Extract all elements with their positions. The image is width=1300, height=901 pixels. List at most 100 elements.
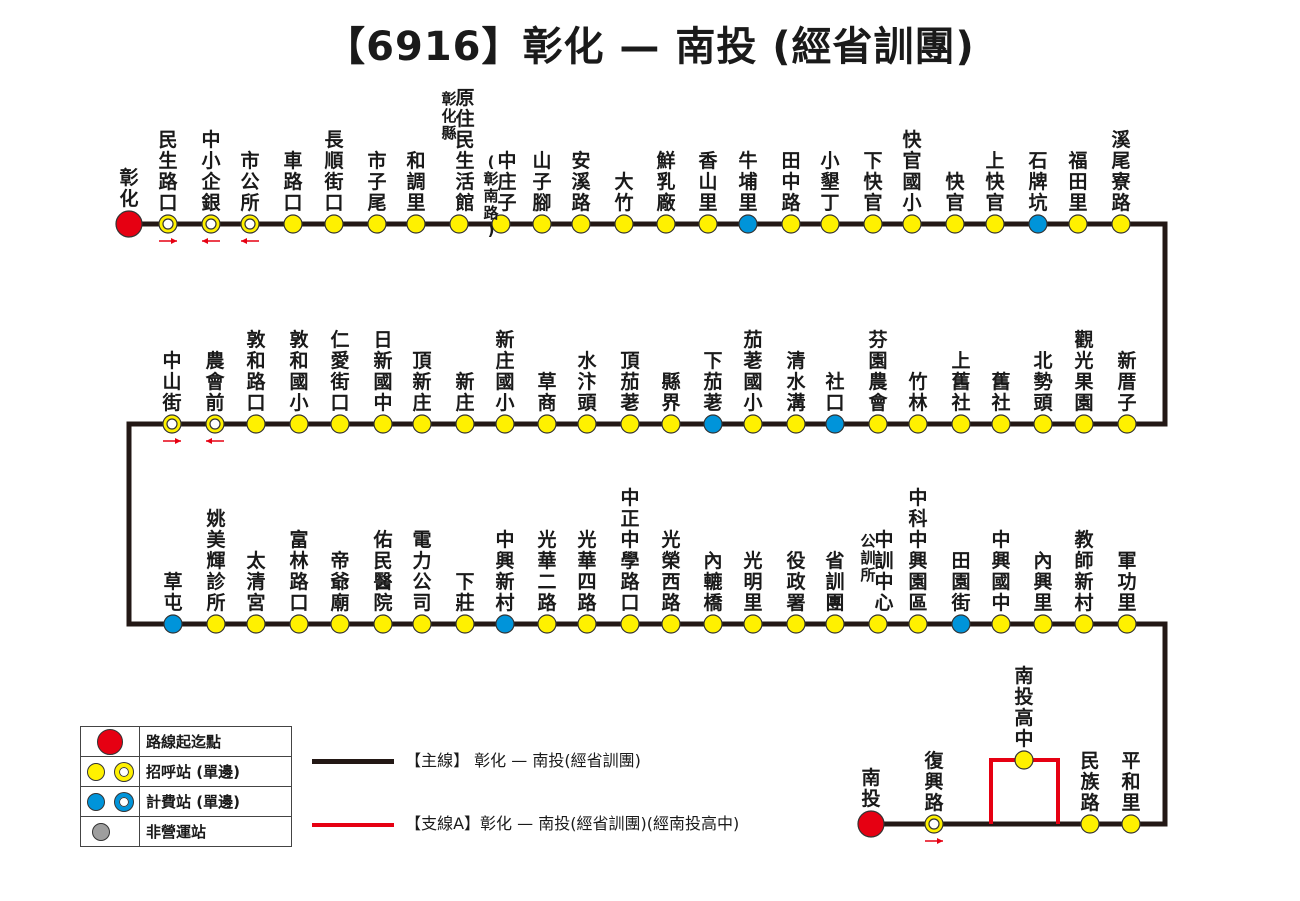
station-label-char: 清 bbox=[786, 349, 805, 372]
single-side-ring bbox=[209, 418, 221, 430]
station-label-char: 輝 bbox=[206, 550, 225, 572]
station-label-char: 社 bbox=[950, 391, 970, 414]
stop-marker bbox=[703, 614, 723, 634]
station-label-char: 仁 bbox=[330, 328, 349, 351]
station-label-char: 田 bbox=[1068, 171, 1087, 193]
station-label-char: 官 bbox=[985, 191, 1004, 214]
station-label-char: 口 bbox=[620, 592, 639, 614]
single-stop-icon bbox=[115, 762, 134, 781]
station-label-char: 民 bbox=[158, 129, 177, 151]
station-label-char: 會 bbox=[868, 391, 888, 414]
station-label-char: 里 bbox=[743, 592, 762, 614]
station-label-char: 國 bbox=[373, 371, 392, 393]
fare-stop-marker bbox=[703, 414, 723, 434]
station-label-char: 子 bbox=[1117, 392, 1136, 414]
station-label-char: 里 bbox=[406, 192, 425, 214]
station-label-char: 農 bbox=[205, 350, 224, 372]
station-label-char: 口 bbox=[324, 192, 343, 214]
station-label-char: 鮮 bbox=[656, 149, 675, 172]
station-label-char: 路 bbox=[924, 791, 944, 814]
station-label-char: 華 bbox=[537, 549, 556, 572]
stop-marker bbox=[1074, 614, 1094, 634]
station-label-char: 小 bbox=[743, 392, 762, 414]
station-label-char: 竹 bbox=[613, 191, 633, 214]
station-label-char: 住 bbox=[455, 107, 474, 130]
station-label-char: 民 bbox=[455, 129, 474, 151]
station-label-char: 太 bbox=[246, 549, 266, 572]
station-label-char: 山 bbox=[698, 171, 717, 193]
station-label-char: 光 bbox=[1073, 349, 1093, 372]
station-label-char: 長 bbox=[324, 129, 344, 151]
station-label-char: 國 bbox=[902, 171, 921, 193]
station-label-char: 公 bbox=[240, 171, 259, 193]
station-label-char: 里 bbox=[1068, 192, 1087, 214]
station-label-char: 診 bbox=[206, 570, 226, 593]
stop-marker bbox=[863, 214, 883, 234]
stop-marker bbox=[1080, 814, 1100, 834]
station-label-char: 投 bbox=[861, 787, 880, 810]
station-label-char: 日 bbox=[373, 329, 392, 351]
stop-marker bbox=[743, 414, 763, 434]
station-label-char: 國 bbox=[495, 371, 514, 393]
stop-marker bbox=[1117, 614, 1137, 634]
stop-marker bbox=[1074, 414, 1094, 434]
station-label-char: 國 bbox=[289, 371, 308, 393]
station-label-char: 路 bbox=[289, 570, 309, 593]
station-label-char: 役 bbox=[786, 549, 805, 572]
station-label-char: 下 bbox=[863, 150, 882, 172]
station-label-char: 銀 bbox=[201, 191, 220, 214]
station-label-char: 投 bbox=[1014, 685, 1033, 708]
station-sublabel-char: 彰 bbox=[483, 170, 498, 188]
terminal-marker bbox=[115, 210, 143, 238]
station-label-char: 街 bbox=[329, 370, 349, 393]
station-label-char: 興 bbox=[1033, 571, 1052, 593]
station-label-char: 政 bbox=[786, 570, 806, 593]
station-sublabel-char: 縣 bbox=[441, 124, 456, 142]
station-label-char: 里 bbox=[1121, 792, 1140, 814]
station-label-char: 帝 bbox=[330, 549, 349, 572]
station-label-char: 南 bbox=[1014, 665, 1033, 687]
station-label-char: 尾 bbox=[367, 192, 386, 214]
station-label-char: 正 bbox=[620, 508, 639, 530]
station-label-char: 調 bbox=[406, 170, 425, 193]
station-label-char: 中 bbox=[908, 486, 927, 509]
station-label-char: 草 bbox=[537, 370, 556, 393]
stop-marker bbox=[246, 614, 266, 634]
station-label-char: 館 bbox=[455, 191, 474, 214]
station-label-char: 頂 bbox=[620, 350, 640, 372]
station-sublabel-char: 南 bbox=[483, 187, 498, 205]
terminal-marker bbox=[857, 810, 885, 838]
station-label-char: 官 bbox=[902, 149, 921, 172]
stop-marker bbox=[283, 214, 303, 234]
station-label-char: 果 bbox=[1073, 371, 1093, 393]
station-label-char: 中 bbox=[497, 149, 516, 172]
station-label-char: 街 bbox=[323, 170, 343, 193]
branch-line-legend: 【支線A】彰化 — 南投(經省訓團)(經南投高中) bbox=[312, 810, 739, 834]
station-label-char: 上 bbox=[951, 350, 970, 372]
direction-arrowhead bbox=[175, 438, 181, 444]
stop-icon bbox=[86, 762, 105, 781]
station-label-char: 化 bbox=[119, 187, 138, 210]
station-label-char: 署 bbox=[786, 592, 805, 614]
station-label-char: 公 bbox=[412, 571, 431, 593]
station-label-char: 訓 bbox=[825, 570, 844, 593]
main-route-line bbox=[126, 221, 1168, 827]
station-label-char: 茄 bbox=[742, 328, 762, 351]
stop-marker bbox=[373, 614, 393, 634]
stop-marker bbox=[743, 614, 763, 634]
stop-marker bbox=[330, 614, 350, 634]
inactive-icon bbox=[92, 822, 110, 841]
station-label-char: 快 bbox=[945, 170, 965, 193]
stop-marker bbox=[991, 614, 1011, 634]
station-label-char: 小 bbox=[820, 150, 839, 172]
single-side-ring bbox=[244, 218, 256, 230]
station-label-char: 舊 bbox=[991, 371, 1010, 393]
station-label-char: 光 bbox=[660, 528, 680, 551]
stop-marker bbox=[537, 414, 557, 434]
station-label-char: 中 bbox=[620, 528, 639, 551]
station-label-char: 中 bbox=[874, 570, 893, 593]
station-label-char: 爺 bbox=[329, 570, 350, 593]
station-label-char: 企 bbox=[200, 170, 221, 193]
station-label-char: 順 bbox=[324, 150, 344, 172]
station-label-char: 前 bbox=[205, 391, 224, 414]
